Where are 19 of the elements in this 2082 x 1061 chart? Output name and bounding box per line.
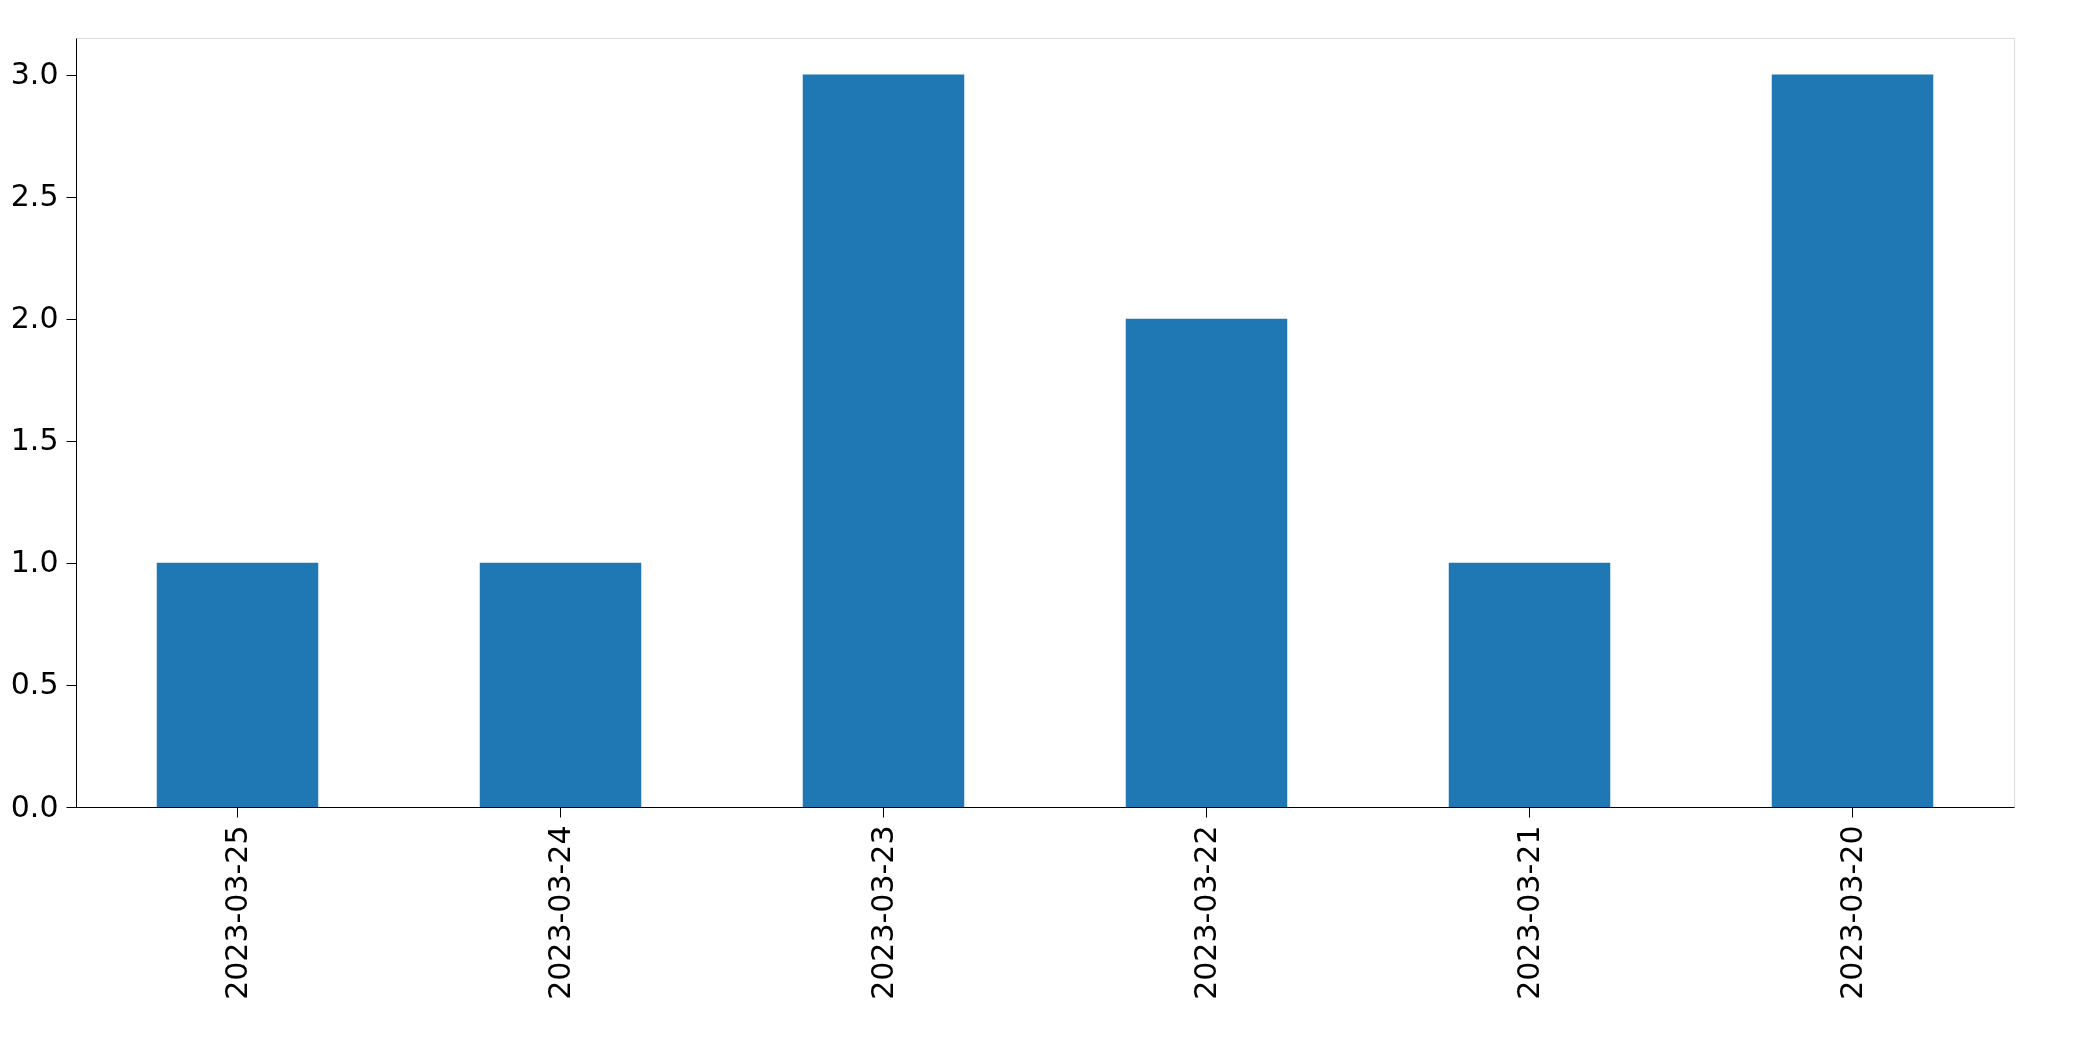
x-tick-label: 2023-03-21 [1510,825,1546,1000]
y-tick-label: 1.0 [10,544,59,580]
x-tick-label: 2023-03-23 [864,825,900,1000]
bar [156,562,319,807]
y-tick-label: 0.0 [10,788,59,824]
bar [1125,318,1288,807]
y-tick-label: 3.0 [10,56,59,92]
x-tick-label: 2023-03-22 [1187,825,1223,1000]
y-tick-label: 1.5 [10,422,59,458]
bar [479,562,642,807]
bar [1448,562,1611,807]
bar [802,74,965,807]
bar [1771,74,1934,807]
y-tick-label: 2.5 [10,178,59,214]
y-tick-label: 2.0 [10,300,59,336]
x-tick-label: 2023-03-20 [1833,825,1869,1000]
y-tick-label: 0.5 [10,666,59,702]
x-tick-label: 2023-03-25 [218,825,254,1000]
x-tick-label: 2023-03-24 [541,825,577,1000]
